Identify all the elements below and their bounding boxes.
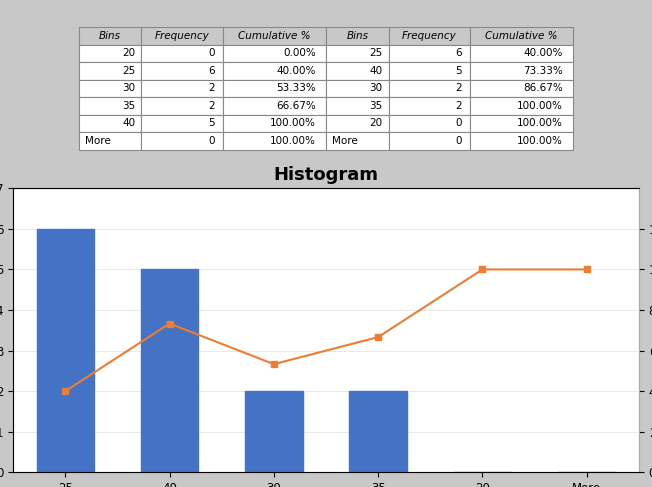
Bar: [37, 229, 94, 472]
Bar: [349, 391, 407, 472]
Bar: [141, 269, 198, 472]
Title: Histogram: Histogram: [273, 166, 379, 184]
Bar: [245, 391, 303, 472]
